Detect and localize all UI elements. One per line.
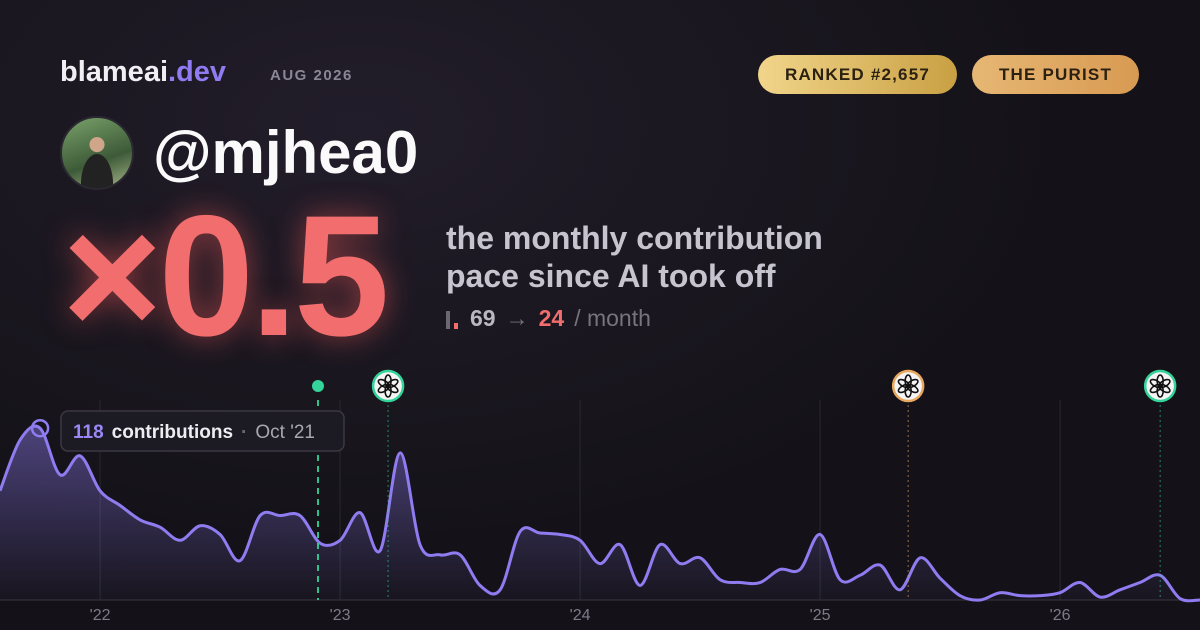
stats: 69 → 24 / month (446, 305, 651, 332)
event-icon (1143, 369, 1177, 403)
avatar (60, 116, 134, 190)
unit: / month (574, 305, 651, 331)
brand-name: blameai (60, 56, 168, 88)
subtitle: the monthly contribution (446, 220, 823, 256)
tooltip-sep: · (241, 422, 247, 443)
after: 24 (538, 305, 565, 331)
tooltip-value: 118 (73, 422, 104, 443)
event-glyph (377, 378, 390, 389)
title-badge: THE PURIST (972, 55, 1139, 94)
tooltip-text: 118 contributions · Oct '21 (73, 422, 315, 443)
subtitle: pace since AI took off (446, 258, 776, 294)
x-tick-label: '24 (570, 607, 591, 624)
date: AUG 2026 (270, 67, 353, 84)
multiplier: ×0.5 (62, 180, 390, 372)
handle: @mjhea0 (153, 119, 419, 186)
area (0, 426, 1200, 601)
line (0, 424, 1200, 603)
x-tick-label: '23 (330, 607, 351, 624)
x-tick-label: '26 (1050, 607, 1071, 624)
event (891, 369, 925, 600)
event (1143, 369, 1177, 600)
x-tick-label: '22 (90, 607, 111, 624)
event-glyph (1149, 378, 1163, 389)
x-tick-label: '25 (810, 607, 831, 624)
stats-icon (446, 309, 460, 329)
brand-tld: .dev (168, 56, 227, 88)
tooltip-box (60, 410, 345, 452)
brand: blameai.dev (60, 56, 226, 89)
event-glyph (897, 378, 911, 389)
event (371, 369, 405, 600)
tooltip-date: Oct '21 (255, 422, 315, 443)
event-dot (312, 380, 324, 392)
event-icon (891, 369, 925, 403)
tooltip-point (30, 418, 50, 438)
before: 69 (470, 305, 496, 331)
arrow: → (505, 305, 529, 331)
event-icon (371, 369, 405, 403)
rank-badge: RANKED #2,657 (758, 55, 957, 94)
tooltip-unit: contributions (112, 422, 233, 443)
